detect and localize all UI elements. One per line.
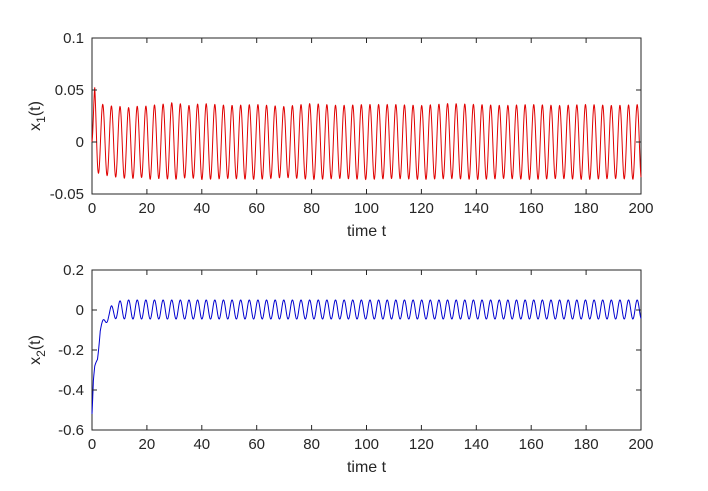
y-tick-label: -0.6 [58, 422, 84, 439]
x-tick-label: 140 [464, 436, 489, 453]
x-tick-label: 20 [139, 436, 156, 453]
subplot-x1: 0 20 40 60 80 100 120 140 160 180 200-0.0500.050.1… [27, 30, 654, 240]
y-tick-label: 0.2 [63, 262, 84, 279]
x-tick-label: 100 [354, 436, 379, 453]
x-tick-label: 180 [574, 436, 599, 453]
y-tick-label: -0.2 [58, 342, 84, 359]
subplot-x2: 0 20 40 60 80 100 120 140 160 180 200 -0.6 -0.4 -0.2 0… [27, 262, 654, 476]
series-line-2 [91, 299, 642, 415]
x-tick-label: 200 [628, 200, 653, 217]
y-tick-label: -0.05 [50, 186, 84, 203]
x-tick-label: 100 [354, 200, 379, 217]
x-tick-label: 40 [193, 436, 210, 453]
x-tick-label: 0 [88, 436, 96, 453]
x-tick-label: 80 [303, 436, 320, 453]
x-axis-label: time t [347, 223, 387, 240]
y-tick-label: 0.1 [63, 30, 84, 47]
x-tick-label: 160 [519, 436, 544, 453]
x-tick-label: 160 [519, 200, 544, 217]
x-tick-label: 0 [88, 200, 96, 217]
y-axis-label: x2(t) [27, 335, 48, 365]
x-tick-label: 140 [464, 200, 489, 217]
x-tick-label: 120 [409, 436, 434, 453]
y-tick-label: 0 [76, 134, 84, 151]
series-line-1 [91, 87, 642, 181]
x-tick-label: 200 [628, 436, 653, 453]
x-tick-label: 180 [574, 200, 599, 217]
x-axis-label: time t [347, 459, 387, 476]
y-tick-label: -0.4 [58, 382, 84, 399]
x-tick-label: 60 [248, 200, 265, 217]
x-tick-label: 60 [248, 436, 265, 453]
x-tick-label: 40 [193, 200, 210, 217]
y-axis-label: x1(t) [27, 101, 48, 131]
x-tick-label: 120 [409, 200, 434, 217]
x-tick-label: 80 [303, 200, 320, 217]
y-tick-label: 0 [76, 302, 84, 319]
y-tick-label: 0.05 [55, 82, 84, 99]
x-tick-label: 20 [139, 200, 156, 217]
axes-frame [91, 269, 642, 431]
